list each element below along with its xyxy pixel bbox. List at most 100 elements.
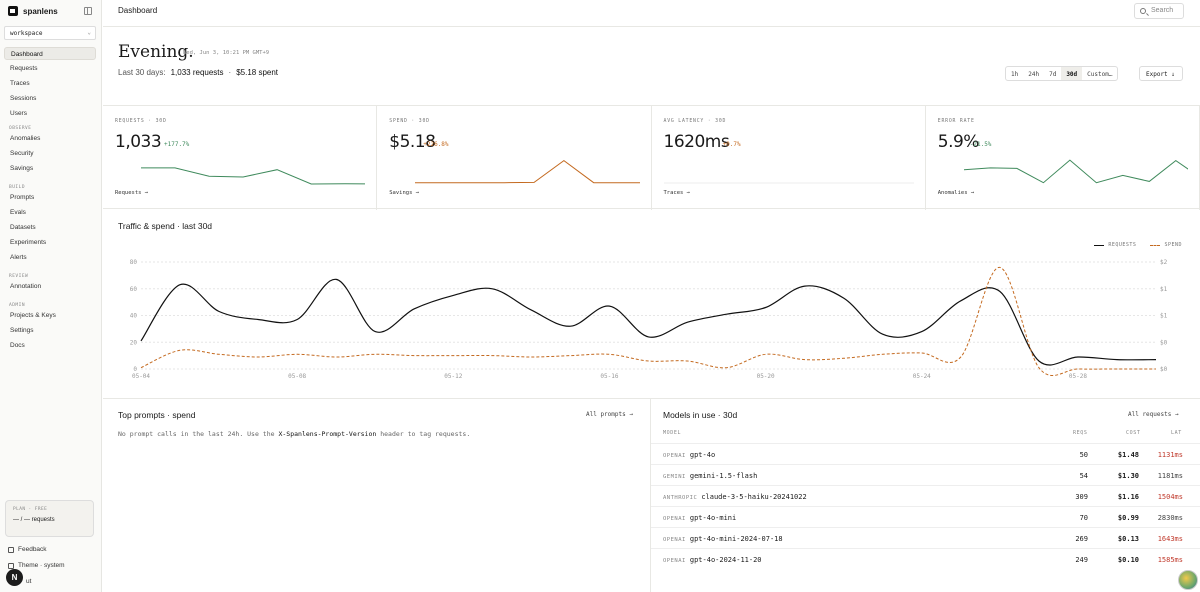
sidebar-section-review: REVIEW bbox=[9, 274, 29, 279]
y-left-tick: 20 bbox=[130, 339, 138, 346]
model-name: gpt-4o-mini bbox=[689, 514, 737, 522]
cost-cell: $1.16 bbox=[1117, 493, 1139, 501]
legend-requests-label: REQUESTS bbox=[1108, 242, 1137, 248]
sidebar-item-sessions[interactable]: Sessions bbox=[10, 95, 37, 102]
provider-label: OPENAI bbox=[663, 537, 686, 543]
sidebar-item-projects-keys[interactable]: Projects & Keys bbox=[10, 312, 56, 319]
n-badge-icon[interactable]: N bbox=[6, 569, 23, 586]
col-reqs: REQS bbox=[1073, 430, 1088, 436]
table-row[interactable]: OPENAI gpt-4o 50 $1.48 1131ms bbox=[651, 443, 1200, 464]
range-24h[interactable]: 24h bbox=[1028, 71, 1040, 78]
sidebar-item-savings[interactable]: Savings bbox=[10, 165, 34, 172]
sidebar-item-datasets[interactable]: Datasets bbox=[10, 224, 36, 231]
model-name: gpt-4o-mini-2024-07-18 bbox=[689, 535, 783, 543]
theme-toggle[interactable]: Theme · system bbox=[8, 562, 65, 569]
feedback-link[interactable]: Feedback bbox=[8, 546, 47, 553]
feedback-icon bbox=[8, 546, 14, 553]
sidebar-section-admin: ADMIN bbox=[9, 303, 26, 308]
table-row[interactable]: OPENAI gpt-4o-mini-2024-07-18 269 $0.13 1643… bbox=[651, 527, 1200, 548]
reqs-cell: 54 bbox=[1079, 472, 1088, 480]
model-cell: ANTHROPIC claude-3-5-haiku-20241022 bbox=[663, 493, 807, 501]
search-input[interactable]: Search bbox=[1134, 3, 1184, 19]
x-tick: 05-28 bbox=[1069, 373, 1087, 380]
table-row[interactable]: OPENAI gpt-4o-mini 70 $0.99 2830ms bbox=[651, 506, 1200, 527]
panel-divider bbox=[650, 398, 651, 592]
top-header: Dashboard Search bbox=[103, 0, 1200, 27]
kpi-link[interactable]: Traces → bbox=[663, 190, 691, 196]
legend-spend-label: SPEND bbox=[1164, 242, 1182, 248]
model-cell: OPENAI gpt-4o bbox=[663, 451, 715, 459]
table-row[interactable]: ANTHROPIC claude-3-5-haiku-20241022 309 $1.… bbox=[651, 485, 1200, 506]
export-button[interactable]: Export ↓ bbox=[1139, 66, 1183, 81]
sidebar-item-settings[interactable]: Settings bbox=[10, 327, 34, 334]
reqs-cell: 249 bbox=[1075, 556, 1088, 564]
sidebar: spanlens workspace ⌄ Dashboard Requests Tr… bbox=[0, 0, 102, 592]
range-custom[interactable]: Custom… bbox=[1087, 71, 1113, 78]
col-lat: LAT bbox=[1171, 430, 1182, 436]
y-right-tick: $1 bbox=[1160, 313, 1168, 320]
kpi-value: 5.9% bbox=[937, 132, 980, 152]
sidebar-item-evals[interactable]: Evals bbox=[10, 209, 26, 216]
chevron-down-icon: ⌄ bbox=[87, 29, 91, 36]
model-name: gpt-4o-2024-11-20 bbox=[689, 556, 762, 564]
sidebar-collapse-icon[interactable] bbox=[84, 7, 92, 15]
sidebar-section-observe: OBSERVE bbox=[9, 126, 32, 131]
sidebar-item-prompts[interactable]: Prompts bbox=[10, 194, 35, 201]
sidebar-item-docs[interactable]: Docs bbox=[10, 342, 25, 349]
model-name: gpt-4o bbox=[689, 451, 716, 459]
summary-spent: $5.18 spent bbox=[236, 68, 279, 77]
kpi-label: SPEND · 30D bbox=[389, 119, 430, 124]
model-name: claude-3-5-haiku-20241022 bbox=[701, 493, 807, 501]
traffic-chart[interactable]: 0 20 40 60 80 $0 $0 $1 $1 $2 05-04 05-08 05-12 05-16 0… bbox=[103, 252, 1200, 392]
plan-card[interactable]: PLAN · FREE — / — requests bbox=[5, 500, 94, 537]
table-row[interactable]: GEMINI gemini-1.5-flash 54 $1.30 1181ms bbox=[651, 464, 1200, 485]
logo-icon bbox=[8, 6, 18, 16]
sidebar-item-security[interactable]: Security bbox=[10, 150, 34, 157]
sidebar-item-dashboard[interactable]: Dashboard bbox=[4, 47, 96, 60]
sidebar-item-anomalies[interactable]: Anomalies bbox=[10, 135, 41, 142]
summary-prefix: Last 30 days: bbox=[118, 68, 166, 77]
user-avatar[interactable] bbox=[1178, 570, 1198, 590]
range-7d[interactable]: 7d bbox=[1049, 71, 1057, 78]
kpi-sparkline bbox=[141, 167, 366, 185]
x-tick: 05-16 bbox=[600, 373, 618, 380]
range-1h[interactable]: 1h bbox=[1011, 71, 1019, 78]
sidebar-item-users[interactable]: Users bbox=[10, 110, 27, 117]
summary-requests: 1,033 requests bbox=[170, 68, 224, 77]
empty-pre: No prompt calls in the last 24h. Use the bbox=[118, 430, 275, 438]
empty-code: X-Spanlens-Prompt-Version bbox=[278, 430, 377, 438]
kpi-label: ERROR RATE bbox=[937, 119, 975, 124]
kpi-link[interactable]: Requests → bbox=[115, 190, 149, 196]
range-30d[interactable]: 30d bbox=[1061, 67, 1083, 80]
page-title: Dashboard bbox=[118, 6, 158, 15]
provider-label: OPENAI bbox=[663, 558, 686, 564]
kpi-link[interactable]: Anomalies → bbox=[937, 190, 975, 196]
kpi-label: AVG LATENCY · 30D bbox=[663, 119, 727, 124]
kpi-link[interactable]: Savings → bbox=[389, 190, 420, 196]
sidebar-item-annotation[interactable]: Annotation bbox=[10, 283, 42, 290]
sidebar-item-requests[interactable]: Requests bbox=[10, 65, 38, 72]
logout-link[interactable]: ut bbox=[26, 578, 31, 585]
sidebar-item-experiments[interactable]: Experiments bbox=[10, 239, 47, 246]
kpi-value: $5.18 bbox=[389, 132, 436, 152]
table-row[interactable]: OPENAI gpt-4o-2024-11-20 249 $0.10 1585ms bbox=[651, 548, 1200, 569]
model-cell: GEMINI gemini-1.5-flash bbox=[663, 472, 757, 480]
provider-label: ANTHROPIC bbox=[663, 495, 698, 501]
provider-label: OPENAI bbox=[663, 516, 686, 522]
plan-usage: — / — requests bbox=[13, 517, 55, 523]
y-right-tick: $0 bbox=[1160, 366, 1168, 373]
brand[interactable]: spanlens bbox=[8, 6, 58, 16]
y-left-tick: 0 bbox=[133, 366, 137, 373]
empty-post: header to tag requests. bbox=[380, 430, 471, 438]
sidebar-item-alerts[interactable]: Alerts bbox=[10, 254, 27, 261]
y-left-tick: 60 bbox=[130, 286, 138, 293]
latency-cell: 2830ms bbox=[1157, 514, 1183, 522]
y-right-tick: $2 bbox=[1160, 259, 1168, 266]
kpi-card-3: ERROR RATE 5.9% -21.5% Anomalies → bbox=[926, 106, 1200, 210]
sidebar-item-traces[interactable]: Traces bbox=[10, 80, 30, 87]
workspace-select[interactable]: workspace ⌄ bbox=[4, 26, 96, 40]
all-requests-link[interactable]: All requests → bbox=[1128, 411, 1179, 418]
model-name: gemini-1.5-flash bbox=[689, 472, 758, 480]
all-prompts-link[interactable]: All prompts → bbox=[586, 411, 633, 418]
monitor-icon bbox=[8, 562, 14, 569]
